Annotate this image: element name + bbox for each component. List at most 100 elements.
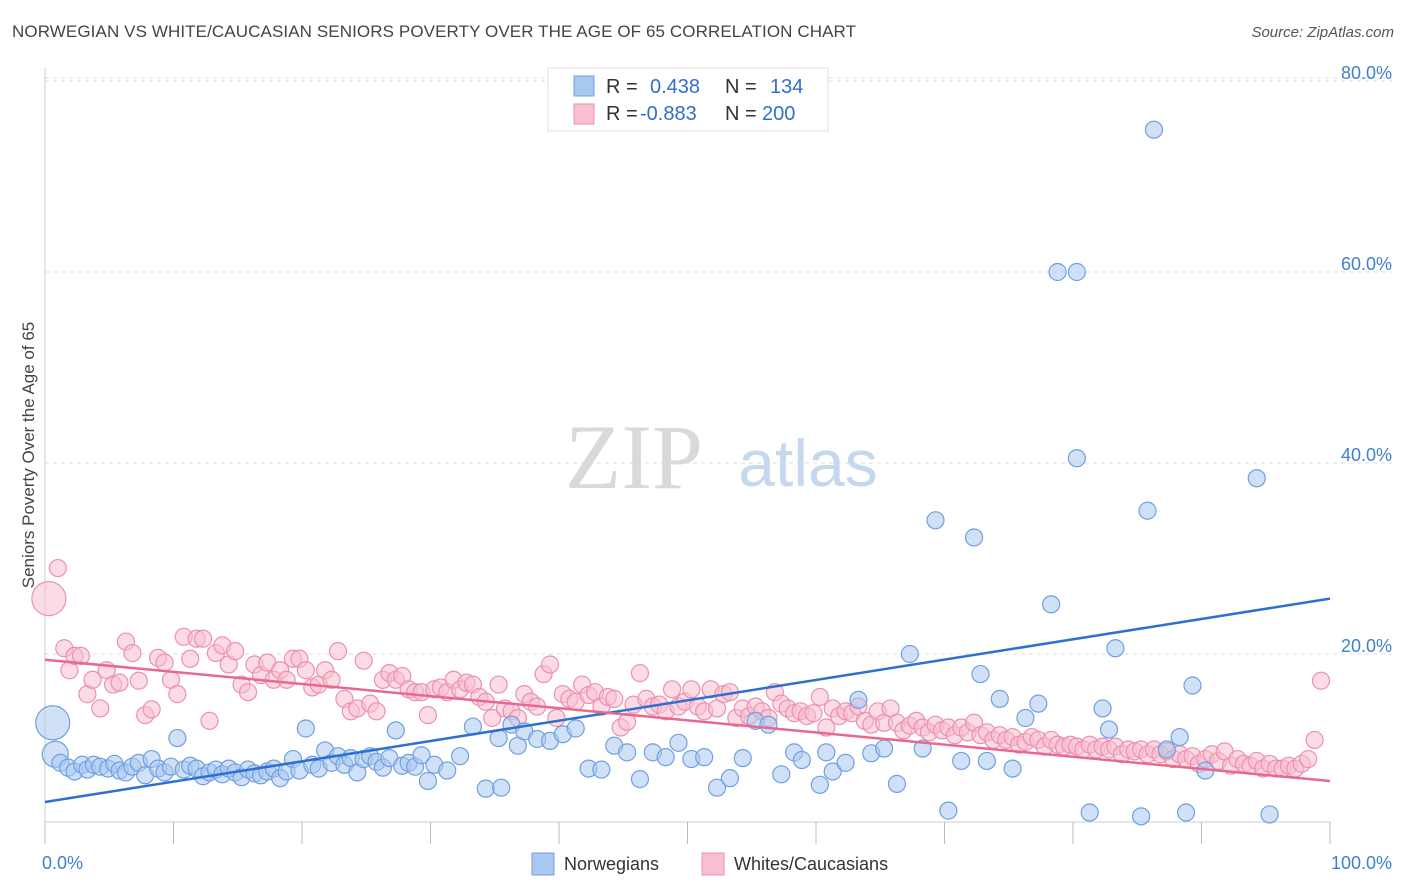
whites-point-1 bbox=[48, 558, 67, 578]
whites-point-70 bbox=[489, 675, 508, 694]
norwegians-point-61 bbox=[438, 761, 457, 780]
whites-point-49 bbox=[354, 651, 373, 670]
norwegians-point-91 bbox=[792, 750, 811, 770]
legend-r-value-2: -0.883 bbox=[640, 103, 697, 125]
norwegians-point-119 bbox=[1106, 639, 1125, 658]
norwegians-point-73 bbox=[566, 719, 585, 738]
norwegians-trend-line bbox=[44, 597, 1331, 804]
y-tick-label-40: 40.0% bbox=[1341, 445, 1392, 465]
norwegians-point-58 bbox=[412, 746, 431, 765]
norwegians-point-115 bbox=[1067, 262, 1086, 282]
norwegians-point-121 bbox=[1138, 501, 1157, 520]
series-legend: Norwegians Whites/Caucasians bbox=[531, 852, 888, 876]
x-tick-label-0: 0.0% bbox=[42, 853, 83, 873]
whites-point-69 bbox=[483, 708, 502, 728]
whites-point-14 bbox=[129, 671, 148, 690]
whites-point-78 bbox=[540, 655, 560, 674]
norwegians-point-124 bbox=[1176, 803, 1196, 822]
whites-point-7 bbox=[83, 670, 102, 689]
gridlines bbox=[45, 77, 1392, 655]
whites-point-92 bbox=[630, 663, 650, 683]
whites-point-24 bbox=[193, 629, 213, 648]
norwegians-point-98 bbox=[875, 739, 894, 758]
norwegians-point-114 bbox=[1067, 449, 1086, 468]
norwegians-point-118 bbox=[1099, 720, 1119, 739]
norwegians-point-129 bbox=[1144, 120, 1164, 139]
norwegians-point-108 bbox=[990, 689, 1009, 708]
norwegians-point-105 bbox=[964, 528, 984, 547]
norwegians-point-101 bbox=[913, 739, 932, 758]
whites-point-97 bbox=[662, 680, 682, 699]
whites-point-18 bbox=[155, 653, 174, 672]
norwegians-point-75 bbox=[592, 760, 611, 779]
legend-r-label-1: R = bbox=[606, 76, 638, 98]
whites-point-121 bbox=[817, 718, 836, 737]
legend-swatch-blue bbox=[573, 75, 595, 97]
whites-point-31 bbox=[238, 683, 258, 702]
whites-point-25 bbox=[200, 711, 219, 730]
norwegians-point-59 bbox=[418, 771, 438, 791]
norwegians-point-122 bbox=[1157, 740, 1176, 759]
norwegians-point-81 bbox=[669, 733, 688, 752]
norwegians-point-96 bbox=[849, 690, 868, 709]
legend-whites-label: Whites/Caucasians bbox=[734, 854, 888, 874]
legend-norwegians-swatch bbox=[531, 852, 555, 876]
whites-point-119 bbox=[804, 704, 823, 723]
whites-point-40 bbox=[296, 661, 315, 680]
norwegians-point-111 bbox=[1029, 694, 1048, 713]
norwegians-point-64 bbox=[476, 779, 495, 798]
whites-point-59 bbox=[418, 706, 438, 725]
whites-point-11 bbox=[110, 673, 129, 692]
whites-point-120 bbox=[810, 687, 829, 707]
norwegians-point-113 bbox=[1048, 262, 1067, 282]
norwegians-point-80 bbox=[656, 748, 675, 767]
norwegians-point-0 bbox=[35, 705, 71, 741]
watermark-atlas: atlas bbox=[738, 426, 877, 500]
norwegians-point-125 bbox=[1183, 676, 1202, 695]
norwegians-point-100 bbox=[900, 644, 919, 664]
legend-r-value-1: 0.438 bbox=[650, 76, 700, 98]
norwegians-point-20 bbox=[168, 728, 187, 748]
norwegians-point-93 bbox=[817, 743, 836, 762]
whites-point-198 bbox=[1311, 671, 1331, 690]
whites-point-79 bbox=[547, 708, 566, 728]
norwegians-point-120 bbox=[1132, 807, 1151, 826]
whites-point-196 bbox=[1299, 749, 1318, 769]
whites-point-90 bbox=[618, 712, 637, 731]
source-label: Source: ZipAtlas.com bbox=[1251, 24, 1394, 41]
watermark: ZIP atlas bbox=[565, 406, 878, 508]
norwegians-point-85 bbox=[720, 769, 740, 788]
norwegians-point-89 bbox=[772, 765, 791, 784]
whites-point-8 bbox=[91, 699, 110, 718]
y-axis-title: Seniors Poverty Over the Age of 65 bbox=[19, 322, 38, 588]
norwegians-point-62 bbox=[450, 747, 470, 766]
norwegians-point-66 bbox=[492, 778, 511, 797]
x-tick-label-100: 100.0% bbox=[1331, 853, 1392, 873]
norwegians-point-86 bbox=[733, 748, 752, 768]
norwegians-point-116 bbox=[1080, 803, 1099, 822]
norwegians-point-117 bbox=[1093, 699, 1112, 718]
whites-point-5 bbox=[71, 646, 91, 666]
norwegians-point-77 bbox=[618, 743, 637, 762]
whites-point-88 bbox=[605, 689, 624, 708]
norwegians-point-103 bbox=[939, 801, 958, 820]
legend-r-label-2: R = bbox=[606, 103, 638, 125]
whites-point-197 bbox=[1305, 730, 1324, 750]
whites-point-13 bbox=[123, 643, 142, 663]
norwegians-point-110 bbox=[1016, 708, 1035, 728]
legend-n-label-2: N = bbox=[725, 103, 757, 125]
series-norwegians bbox=[35, 120, 1279, 826]
watermark-zip: ZIP bbox=[565, 406, 703, 508]
norwegians-point-88 bbox=[759, 715, 778, 734]
y-tick-label-80: 80.0% bbox=[1341, 63, 1392, 83]
norwegians-point-99 bbox=[887, 774, 907, 793]
legend-n-value-1: 134 bbox=[770, 76, 803, 98]
legend-n-value-2: 200 bbox=[762, 103, 795, 125]
trend-lines bbox=[44, 597, 1331, 804]
norwegians-point-106 bbox=[971, 664, 990, 684]
norwegians-point-95 bbox=[836, 753, 855, 772]
whites-trend-line bbox=[44, 658, 1331, 783]
x-tick-labels: 0.0% 100.0% bbox=[42, 853, 1392, 873]
norwegians-point-127 bbox=[1247, 469, 1266, 488]
norwegians-point-128 bbox=[1260, 805, 1279, 824]
